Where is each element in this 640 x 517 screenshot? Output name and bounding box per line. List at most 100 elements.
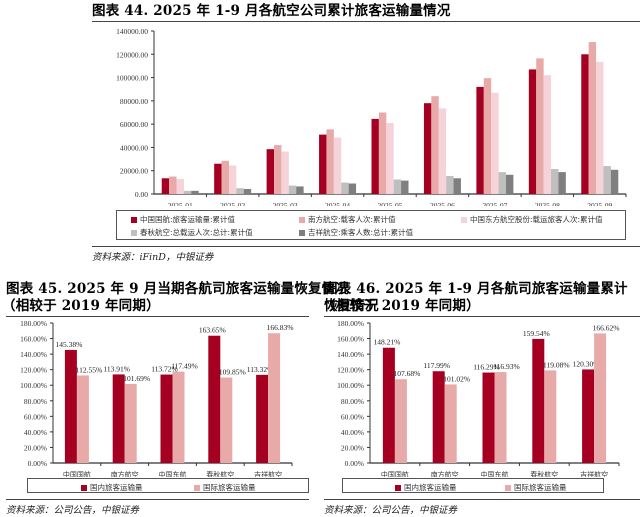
- data-label: 113.91%: [103, 364, 130, 373]
- legend-label: 中国国航:旅客运输量:累计值: [140, 215, 236, 224]
- bar: [596, 61, 604, 194]
- x-tick-label: 2025-04: [325, 201, 350, 206]
- y-tick-label: 180.00%: [20, 319, 47, 328]
- x-tick-label: 中国国航: [63, 470, 91, 477]
- x-tick-label: 2025-02: [220, 201, 245, 206]
- x-tick-label: 南方航空: [431, 470, 459, 477]
- legend-swatch-icon: [131, 216, 137, 223]
- bar: [588, 42, 597, 194]
- y-tick-label: 80000.00: [120, 97, 148, 106]
- bar: [482, 372, 495, 463]
- bar: [378, 112, 387, 194]
- x-tick-label: 2025-06: [430, 201, 455, 206]
- bar: [483, 78, 492, 194]
- y-tick-label: 100.00%: [337, 381, 364, 390]
- fig46-legend: 国内旅客运输量 国际旅客运输量: [342, 478, 604, 493]
- y-tick-label: 0.00: [135, 190, 148, 199]
- legend-label: 南方航空:载客人次:累计值: [308, 215, 396, 224]
- fig44-legend: 中国国航:旅客运输量:累计值 南方航空:载客人次:累计值 中国东方航空股份:载运…: [116, 210, 626, 240]
- fig46-top-rule: [324, 316, 640, 317]
- legend-label: 吉祥航空:乘客人数:总计:累计值: [308, 228, 414, 237]
- x-tick-label: 2025-01: [168, 201, 193, 206]
- bar: [319, 134, 327, 194]
- bar: [214, 163, 222, 194]
- x-tick-label: 中国东航: [481, 470, 509, 477]
- y-tick-label: 140000.00: [116, 27, 148, 36]
- bar: [236, 188, 244, 194]
- legend-label: 国际旅客运输量: [514, 483, 567, 492]
- bar: [543, 75, 552, 194]
- data-label: 112.55%: [76, 365, 103, 374]
- fig45-bottom-rule: [6, 499, 309, 500]
- fig46-bottom-rule: [324, 499, 640, 500]
- bar: [386, 122, 394, 194]
- bar: [191, 190, 199, 194]
- bar: [296, 186, 304, 194]
- y-tick-label: 60.00%: [24, 412, 47, 421]
- fig46-title: 图表 46. 2025 年 1-9 月各航司旅客运输量累计恢复情况: [324, 281, 628, 314]
- fig45-subtitle: （相较于 2019 年同期）: [2, 298, 160, 314]
- bar: [558, 172, 566, 194]
- fig46-chart: 0.00% 20.00% 40.00% 60.00% 80.00% 100.00% 120.…: [337, 319, 620, 477]
- fig45-legend: 国内旅客运输量 国际旅客运输量: [27, 478, 309, 493]
- y-tick-label: 180.00%: [337, 319, 364, 328]
- bar: [532, 338, 545, 463]
- bar: [491, 92, 499, 194]
- fig44-chart: 0.00 20000.00 40000.00 60000.00 80000.00 1000…: [116, 27, 627, 206]
- data-label: 145.38%: [55, 340, 82, 349]
- fig46-legend-item-1: 国际旅客运输量: [505, 482, 567, 493]
- bar: [581, 54, 589, 195]
- legend-label: 国内旅客运输量: [90, 483, 143, 492]
- bar: [183, 190, 192, 194]
- bar: [243, 188, 252, 194]
- bar: [432, 371, 445, 463]
- fig46-source: 资料来源：公司公告，中银证券: [324, 505, 458, 516]
- fig44-legend-item-2: 中国东方航空股份:载运旅客人次:累计值: [461, 214, 603, 225]
- fig46-legend-item-0: 国内旅客运输量: [395, 482, 457, 493]
- bar: [594, 333, 607, 463]
- fig45-chart: 0.00% 20.00% 40.00% 60.00% 80.00% 100.00% 120.…: [20, 319, 294, 477]
- fig44-top-rule: [92, 21, 640, 22]
- data-label: 117.99%: [423, 361, 450, 370]
- legend-label: 春秋航空:总载运人次:总计:累计值: [140, 228, 253, 237]
- y-tick-label: 120.00%: [20, 366, 47, 375]
- legend-swatch-icon: [299, 216, 305, 223]
- data-label: 163.65%: [199, 326, 226, 335]
- bar: [333, 137, 342, 194]
- y-tick-label: 100.00%: [20, 381, 47, 390]
- y-tick-label: 40.00%: [24, 428, 47, 437]
- legend-swatch-icon: [299, 229, 305, 236]
- data-label: 166.83%: [267, 323, 294, 332]
- legend-label: 国内旅客运输量: [404, 483, 457, 492]
- fig45-top-rule: [6, 316, 309, 317]
- bar: [341, 182, 349, 194]
- legend-swatch-icon: [461, 216, 467, 223]
- fig44-source: 资料来源：iFinD，中银证券: [92, 252, 214, 263]
- fig46-subtitle: （相较于 2019 年同期）: [322, 298, 480, 314]
- bar: [394, 379, 407, 463]
- bar: [446, 175, 454, 194]
- fig44-legend-item-1: 南方航空:载客人次:累计值: [299, 214, 396, 225]
- bar: [393, 179, 402, 194]
- fig44-title: 图表 44. 2025 年 1-9 月各航空公司累计旅客运输量情况: [92, 3, 451, 19]
- data-label: 109.85%: [219, 368, 246, 377]
- bar: [76, 375, 89, 463]
- bar: [505, 174, 514, 194]
- y-tick-label: 0.00%: [28, 459, 47, 468]
- bar: [266, 149, 275, 194]
- fig44-legend-item-3: 春秋航空:总载运人次:总计:累计值: [131, 227, 253, 238]
- bar: [228, 165, 237, 194]
- y-tick-label: 140.00%: [20, 350, 47, 359]
- bar: [582, 369, 595, 463]
- bar: [220, 377, 233, 463]
- bar: [274, 145, 282, 194]
- legend-swatch-icon: [131, 229, 137, 236]
- data-label: 166.62%: [593, 323, 620, 332]
- data-label: 107.68%: [393, 369, 420, 378]
- data-label: 117.49%: [171, 362, 198, 371]
- y-tick-label: 20.00%: [341, 443, 364, 452]
- y-tick-label: 60000.00: [120, 120, 148, 129]
- bar: [288, 185, 297, 194]
- x-tick-label: 2025-09: [587, 201, 612, 206]
- y-tick-label: 0.00%: [345, 459, 364, 468]
